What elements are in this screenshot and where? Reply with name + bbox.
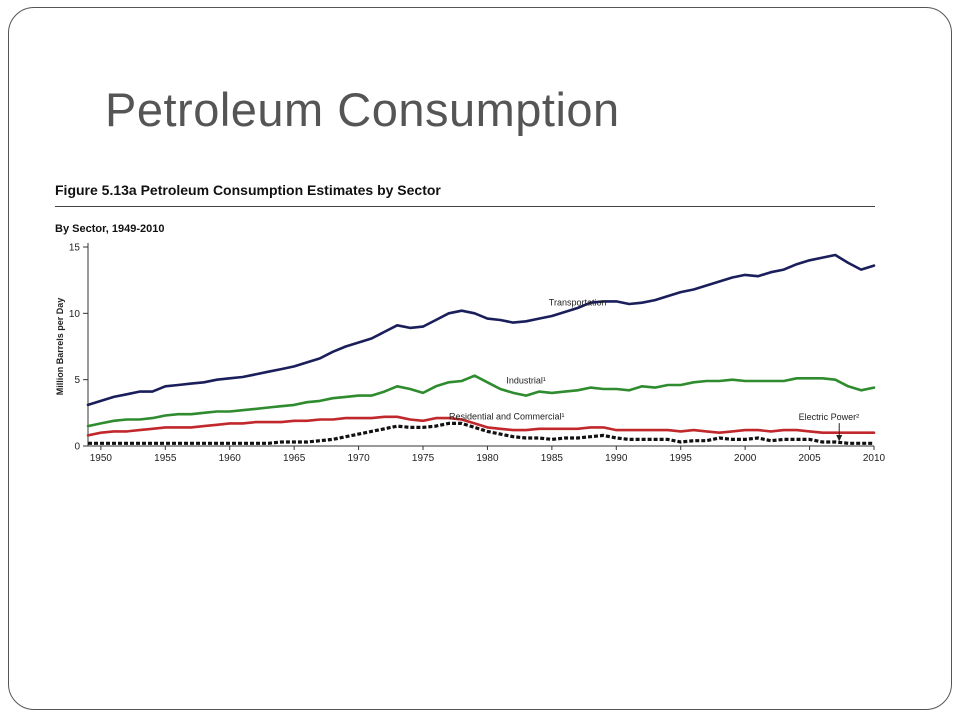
x-tick-label: 1975 xyxy=(412,453,435,464)
y-tick-label: 15 xyxy=(69,243,81,254)
x-tick-label: 2000 xyxy=(734,453,757,464)
series-annotation-label: Residential and Commercial¹ xyxy=(449,411,565,421)
x-tick-label: 1990 xyxy=(605,453,628,464)
x-tick-label: 2005 xyxy=(798,453,821,464)
x-tick-label: 1970 xyxy=(347,453,370,464)
y-tick-label: 10 xyxy=(69,309,81,320)
x-tick-label: 1950 xyxy=(90,453,113,464)
annotation-arrow-head xyxy=(836,435,843,442)
x-tick-label: 1965 xyxy=(283,453,306,464)
x-tick-label: 1995 xyxy=(670,453,693,464)
x-tick-label: 1985 xyxy=(541,453,564,464)
figure-divider xyxy=(55,206,875,207)
y-tick-label: 5 xyxy=(74,375,80,386)
series-line-transportation xyxy=(86,253,876,407)
series-annotation-label: Industrial¹ xyxy=(506,376,546,386)
figure-subtitle: By Sector, 1949-2010 xyxy=(55,223,165,235)
series-annotation-label: Electric Power² xyxy=(799,412,860,422)
series-line-residential-and-commercial xyxy=(86,415,876,437)
x-tick-label: 1955 xyxy=(154,453,177,464)
x-tick-label: 2010 xyxy=(863,453,886,464)
y-axis-title: Million Barrels per Day xyxy=(55,298,65,396)
slide-title: Petroleum Consumption xyxy=(105,83,620,136)
series-annotation-label: Transportation xyxy=(549,297,607,307)
x-tick-label: 1980 xyxy=(476,453,499,464)
x-tick-label: 1960 xyxy=(219,453,242,464)
slide-frame xyxy=(8,7,952,710)
figure-title: Figure 5.13a Petroleum Consumption Estim… xyxy=(55,182,441,198)
series-line-industrial xyxy=(86,374,876,428)
series-line-electric-power xyxy=(88,421,874,445)
y-tick-label: 0 xyxy=(74,442,80,453)
